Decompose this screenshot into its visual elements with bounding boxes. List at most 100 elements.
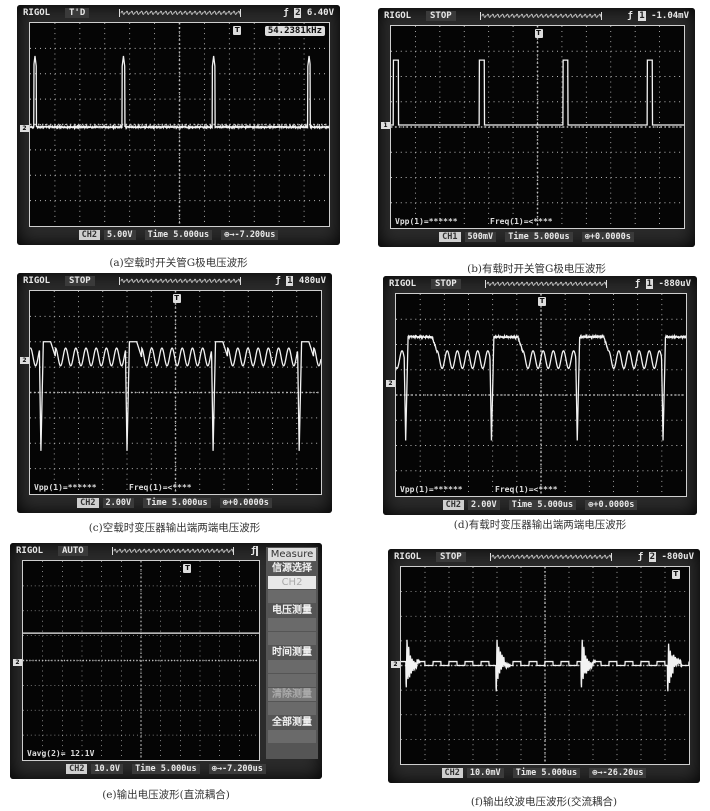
menu-item[interactable] [268, 702, 316, 715]
figure-caption: (a)空载时开关管G极电压波形 [109, 257, 248, 269]
time-label: Time [147, 230, 169, 240]
measurement-readout: Vpp(1)=****** [400, 485, 463, 494]
brand-label: RIGOL [23, 8, 51, 18]
time-scale: 5.000us [173, 230, 210, 240]
scope-screen: 1 T Vpp(1)=****** Freq(1)=<**** [381, 25, 685, 229]
panel-d: RIGOL STOP ∿∿∿∿∿∿∿∿∿∿∿∿∿∿∿∿∿∿∿∿∿∿∿∿∿∿ ƒ … [383, 276, 697, 533]
scope-screen: 2 T 54.2381kHz [20, 22, 330, 227]
trigger-level: -880uV [658, 279, 691, 289]
timebase-window-icon: ∿∿∿∿∿∿∿∿∿∿∿∿∿∿∿∿∿∿∿∿∿∿∿∿∿∿ [485, 280, 607, 288]
figure-caption: (d)有载时变压器输出端两端电压波形 [453, 519, 627, 531]
status-bar: RIGOL STOP ∿∿∿∿∿∿∿∿∿∿∿∿∿∿∿∿∿∿∿∿∿∿∿∿∿∿ ƒ … [392, 551, 696, 565]
trigger-readout: ƒ 2 6.40V [283, 8, 334, 18]
panel-c: RIGOL STOP ∿∿∿∿∿∿∿∿∿∿∿∿∿∿∿∿∿∿∿∿∿∿∿∿∿∿ ƒ … [17, 273, 332, 536]
scale-bar: CH2 2.00V Time 5.000us ⊕+0.0000s [383, 500, 697, 513]
time-per-div: Time 5.000us [512, 768, 581, 778]
brand-label: RIGOL [389, 279, 417, 289]
oscilloscope-photo: RIGOL AUTO ∿∿∿∿∿∿∿∿∿∿∿∿∿∿∿∿∿∿∿∿∿∿∿∿∿∿ ƒ … [10, 543, 322, 779]
trigger-channel: 2 [648, 552, 657, 562]
scope-screen: 2 T Vpp(1)=****** Freq(1)=<**** [386, 293, 687, 497]
panel-a: RIGOL T'D ∿∿∿∿∿∿∿∿∿∿∿∿∿∿∿∿∿∿∿∿∿∿∿∿∿∿ ƒ 2… [17, 5, 340, 271]
horizontal-offset: ⊕→-26.20us [589, 768, 647, 778]
oscilloscope-photo: RIGOL STOP ∿∿∿∿∿∿∿∿∿∿∿∿∿∿∿∿∿∿∿∿∿∿∿∿∿∿ ƒ … [388, 549, 700, 783]
brand-label: RIGOL [16, 546, 44, 556]
panel-b: RIGOL STOP ∿∿∿∿∿∿∿∿∿∿∿∿∿∿∿∿∿∿∿∿∿∿∿∿∿∿ ƒ … [378, 8, 695, 277]
channel-tag: CH2 [66, 764, 88, 774]
rising-edge-icon: ƒ [634, 279, 641, 289]
horizontal-offset: ⊕+0.0000s [581, 232, 634, 242]
scale-bar: CH1 500mV Time 5.000us ⊕+0.0000s [378, 232, 695, 245]
trigger-readout: ƒ 2 -800uV [638, 552, 694, 562]
menu-item[interactable] [268, 674, 316, 687]
time-label: Time [508, 232, 529, 242]
scale-bar: CH2 5.00V Time 5.000us ⊕→-7.200us [17, 230, 340, 243]
scale-bar: CH2 2.00V Time 5.000us ⊕+0.0000s [17, 498, 332, 511]
trigger-channel [256, 546, 258, 556]
menu-item[interactable]: CH2 [268, 576, 316, 589]
waveform-trace [401, 640, 689, 692]
trigger-level: -1.04mV [651, 11, 689, 21]
measurement-readout: Freq(1)=<**** [495, 485, 558, 494]
measurement-readout: Freq(1)=<**** [490, 217, 553, 226]
horizontal-offset: ⊕+0.0000s [219, 498, 272, 508]
ground-marker: 2 [20, 357, 29, 365]
ground-marker: 2 [386, 380, 395, 388]
menu-item[interactable] [268, 660, 316, 673]
run-status: AUTO [58, 546, 88, 556]
volts-per-div: 2.00V [102, 498, 135, 508]
menu-title: Measure [268, 548, 316, 561]
status-bar: RIGOL STOP ∿∿∿∿∿∿∿∿∿∿∿∿∿∿∿∿∿∿∿∿∿∿∿∿∿∿ ƒ … [387, 278, 693, 292]
menu-item[interactable] [268, 590, 316, 603]
rising-edge-icon: ƒ [283, 8, 289, 18]
time-label: Time [515, 768, 537, 778]
horizontal-offset: ⊕→-7.200us [208, 764, 266, 774]
channel-tag: CH2 [77, 498, 99, 508]
time-per-div: Time 5.000us [508, 500, 577, 510]
trigger-marker: T [172, 294, 181, 303]
time-per-div: Time 5.000us [132, 764, 200, 774]
rising-edge-icon: ƒ [637, 552, 644, 562]
menu-item[interactable] [268, 730, 316, 743]
figure-caption: (f)输出纹波电压波形(交流耦合) [470, 796, 618, 808]
run-status: T'D [65, 8, 90, 18]
trigger-level: -800uV [661, 552, 694, 562]
scope-screen: 2 T Vpp(1)=****** Freq(1)=<**** [20, 290, 322, 495]
offset-value: →-7.200us [229, 230, 276, 240]
figure-caption: (e)输出电压波形(直流耦合) [102, 789, 230, 801]
status-bar: RIGOL STOP ∿∿∿∿∿∿∿∿∿∿∿∿∿∿∿∿∿∿∿∿∿∿∿∿∿∿ ƒ … [382, 10, 691, 24]
waveform-trace [396, 336, 686, 441]
time-scale: 5.000us [171, 498, 208, 508]
rising-edge-icon: ƒ [627, 11, 633, 21]
trigger-marker: T [233, 26, 242, 35]
brand-label: RIGOL [384, 11, 412, 21]
brand-label: RIGOL [23, 276, 51, 286]
timebase-window-icon: ∿∿∿∿∿∿∿∿∿∿∿∿∿∿∿∿∿∿∿∿∿∿∿∿∿∿ [119, 9, 241, 17]
volts-per-div: 500mV [464, 232, 497, 242]
trigger-channel: 1 [638, 11, 646, 21]
trigger-marker: T [538, 297, 547, 306]
volts-per-div: 10.0V [91, 764, 124, 774]
figure-caption: (b)有载时开关管G极电压波形 [467, 263, 606, 275]
run-status: STOP [426, 11, 456, 21]
menu-item[interactable] [268, 632, 316, 645]
scale-bar: CH2 10.0mV Time 5.000us ⊕→-26.20us [388, 768, 700, 781]
measurement-readout: Vpp(1)=****** [34, 483, 97, 492]
ground-marker: 1 [381, 122, 390, 130]
menu-item[interactable]: 电压测量 [268, 604, 316, 617]
menu-item[interactable]: 时间测量 [268, 646, 316, 659]
volts-per-div: 2.00V [468, 500, 500, 510]
offset-value: →-7.200us [216, 764, 263, 774]
trigger-readout: ƒ 1 -880uV [635, 279, 691, 289]
offset-value: +0.0000s [227, 498, 269, 508]
menu-item[interactable]: 全部测量 [268, 716, 316, 729]
time-label: Time [146, 498, 167, 508]
rising-edge-icon: ƒ [275, 276, 281, 286]
waveform-trace [30, 56, 329, 128]
menu-item[interactable]: 信源选择 [268, 562, 316, 575]
offset-value: +0.0000s [593, 500, 635, 510]
panel-f: RIGOL STOP ∿∿∿∿∿∿∿∿∿∿∿∿∿∿∿∿∿∿∿∿∿∿∿∿∿∿ ƒ … [388, 549, 700, 810]
volts-per-div: 5.00V [103, 230, 136, 240]
menu-item[interactable]: 清除测量 [268, 688, 316, 701]
status-bar: RIGOL AUTO ∿∿∿∿∿∿∿∿∿∿∿∿∿∿∿∿∿∿∿∿∿∿∿∿∿∿ ƒ [14, 545, 318, 559]
menu-item[interactable] [268, 618, 316, 631]
